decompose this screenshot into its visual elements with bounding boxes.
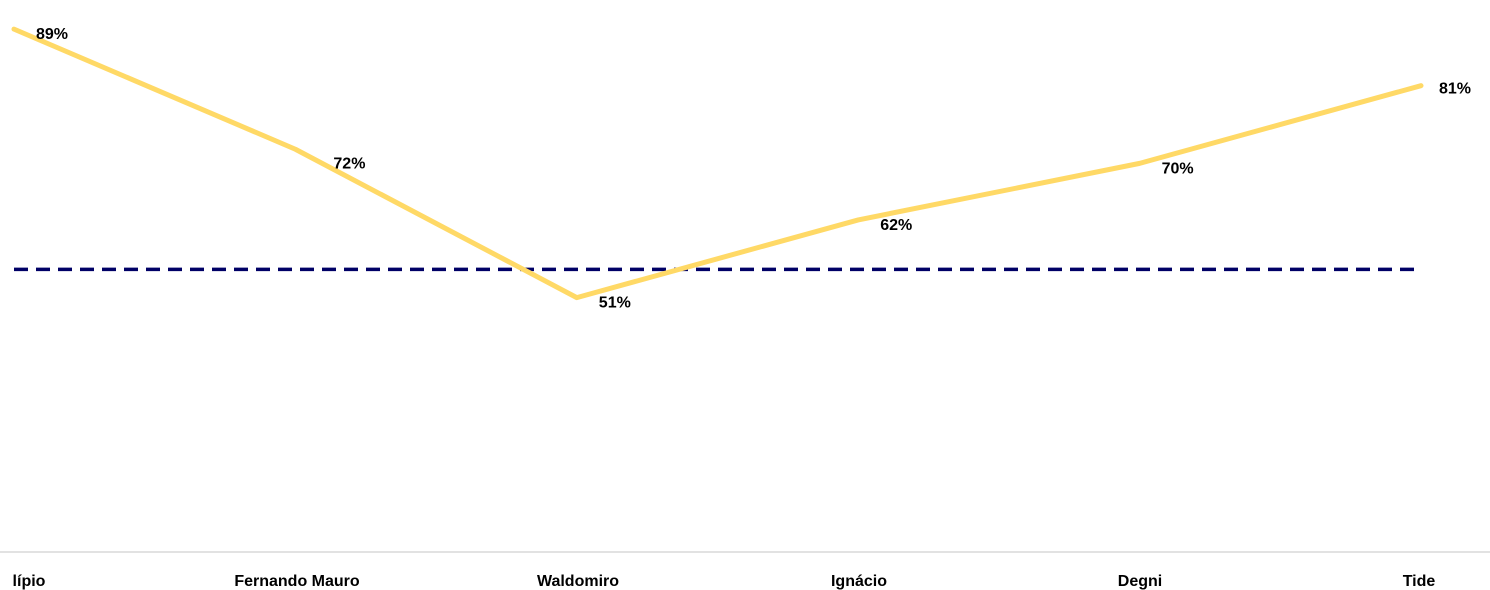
category-labels-layer: lípio Fernando Mauro Waldomiro Ignácio Degni… [13, 573, 1436, 590]
main-series-line [11, 26, 1424, 301]
category-label: Waldomiro [537, 573, 619, 590]
data-label: 72% [333, 155, 365, 172]
category-label: Tide [1403, 573, 1436, 590]
main-series-layer [11, 26, 1424, 301]
data-label: 51% [599, 295, 631, 312]
data-label: 62% [880, 217, 912, 234]
category-label: Ignácio [831, 573, 887, 590]
data-labels-layer: 89% 72% 51% 62% 70% 81% [36, 26, 1471, 312]
data-label: 89% [36, 26, 68, 43]
category-label: Degni [1118, 573, 1162, 590]
category-label: Fernando Mauro [234, 573, 360, 590]
data-label: 81% [1439, 81, 1471, 98]
category-label: lípio [13, 573, 46, 590]
data-label: 70% [1162, 160, 1194, 177]
